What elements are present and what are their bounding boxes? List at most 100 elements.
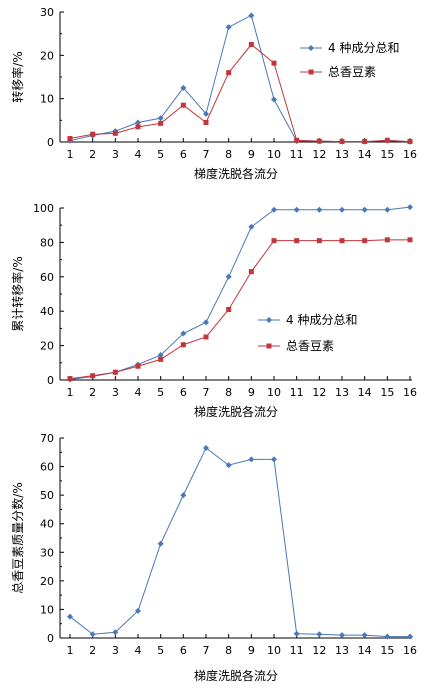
y-tick-label: 70 (40, 432, 54, 445)
y-tick-label: 0 (47, 374, 54, 387)
x-axis-label: 梯度洗脱各流分 (194, 166, 278, 181)
y-tick-label: 100 (33, 202, 54, 215)
data-point (361, 206, 368, 213)
y-tick-label: 40 (40, 305, 54, 318)
x-tick-label: 16 (403, 644, 417, 657)
data-point (203, 120, 209, 125)
data-point (316, 206, 323, 213)
data-point (384, 206, 391, 213)
x-tick-label: 13 (335, 386, 349, 399)
y-tick-label: 10 (40, 603, 54, 616)
data-point (135, 363, 141, 369)
x-tick-label: 16 (403, 386, 417, 399)
series-line (69, 447, 410, 638)
data-point (203, 110, 209, 117)
x-tick-label: 3 (112, 148, 119, 161)
data-point (67, 376, 73, 382)
data-point (89, 631, 96, 638)
data-point (203, 445, 209, 451)
data-point (157, 540, 164, 547)
x-tick-label: 16 (403, 148, 417, 161)
data-point (294, 137, 300, 143)
legend-marker (266, 343, 272, 349)
data-point (135, 607, 141, 614)
x-tick-label: 15 (380, 386, 394, 399)
data-point (248, 269, 254, 275)
y-tick-label: 20 (40, 575, 54, 588)
y-tick-label: 60 (40, 271, 54, 284)
data-point (203, 319, 209, 326)
data-point (362, 139, 368, 145)
data-point (361, 632, 368, 639)
data-point (407, 204, 413, 211)
x-tick-label: 1 (67, 386, 74, 399)
y-tick-label: 30 (40, 546, 54, 559)
series-1 (67, 204, 413, 383)
x-tick-label: 8 (225, 148, 232, 161)
x-tick-label: 14 (358, 148, 372, 161)
data-point (339, 139, 345, 145)
data-point (90, 373, 96, 379)
data-point (158, 120, 164, 126)
data-point (157, 352, 164, 359)
data-point (271, 96, 277, 103)
x-tick-label: 15 (380, 644, 394, 657)
data-point (226, 306, 232, 312)
series-line (69, 206, 411, 380)
x-tick-label: 7 (203, 148, 210, 161)
x-tick-label: 6 (180, 148, 187, 161)
x-tick-label: 9 (248, 386, 255, 399)
x-tick-label: 13 (335, 148, 349, 161)
data-point (271, 238, 277, 244)
x-axis-label: 梯度洗脱各流分 (194, 404, 278, 419)
legend-label: 4 种成分总和 (328, 41, 399, 55)
data-point (407, 139, 413, 145)
y-axis-label: 转移率/% (10, 51, 25, 102)
series-2 (67, 237, 413, 382)
x-tick-label: 8 (225, 386, 232, 399)
y-tick-label: 40 (40, 518, 54, 531)
data-point (384, 633, 391, 640)
x-tick-label: 12 (312, 386, 326, 399)
x-axis-label: 梯度洗脱各流分 (194, 668, 278, 683)
x-tick-label: 12 (312, 644, 326, 657)
data-point (293, 630, 300, 637)
data-point (248, 12, 255, 19)
x-tick-label: 6 (180, 644, 187, 657)
x-tick-label: 7 (203, 386, 210, 399)
x-tick-label: 11 (290, 644, 304, 657)
data-point (135, 119, 141, 126)
x-tick-label: 4 (135, 644, 142, 657)
data-point (384, 237, 390, 243)
data-point (362, 238, 368, 244)
data-point (271, 456, 277, 463)
x-tick-label: 3 (112, 386, 119, 399)
data-point (316, 631, 323, 638)
data-point (248, 456, 255, 463)
x-tick-label: 12 (312, 148, 326, 161)
x-tick-label: 5 (157, 386, 164, 399)
x-tick-label: 14 (358, 386, 372, 399)
x-tick-label: 13 (335, 644, 349, 657)
data-point (407, 633, 413, 640)
x-tick-label: 10 (267, 644, 281, 657)
x-tick-label: 4 (135, 386, 142, 399)
data-point (112, 369, 118, 375)
x-tick-label: 14 (358, 644, 372, 657)
y-tick-label: 10 (40, 93, 54, 106)
legend-marker (266, 317, 272, 323)
data-point (225, 462, 232, 469)
x-tick-label: 2 (89, 386, 96, 399)
legend-marker (308, 69, 314, 75)
data-point (339, 206, 345, 213)
data-point (407, 237, 413, 243)
data-point (339, 238, 345, 244)
data-point (339, 632, 345, 639)
data-point (384, 137, 390, 143)
legend-label: 4 种成分总和 (286, 313, 357, 327)
x-tick-label: 8 (225, 644, 232, 657)
data-point (112, 130, 118, 136)
